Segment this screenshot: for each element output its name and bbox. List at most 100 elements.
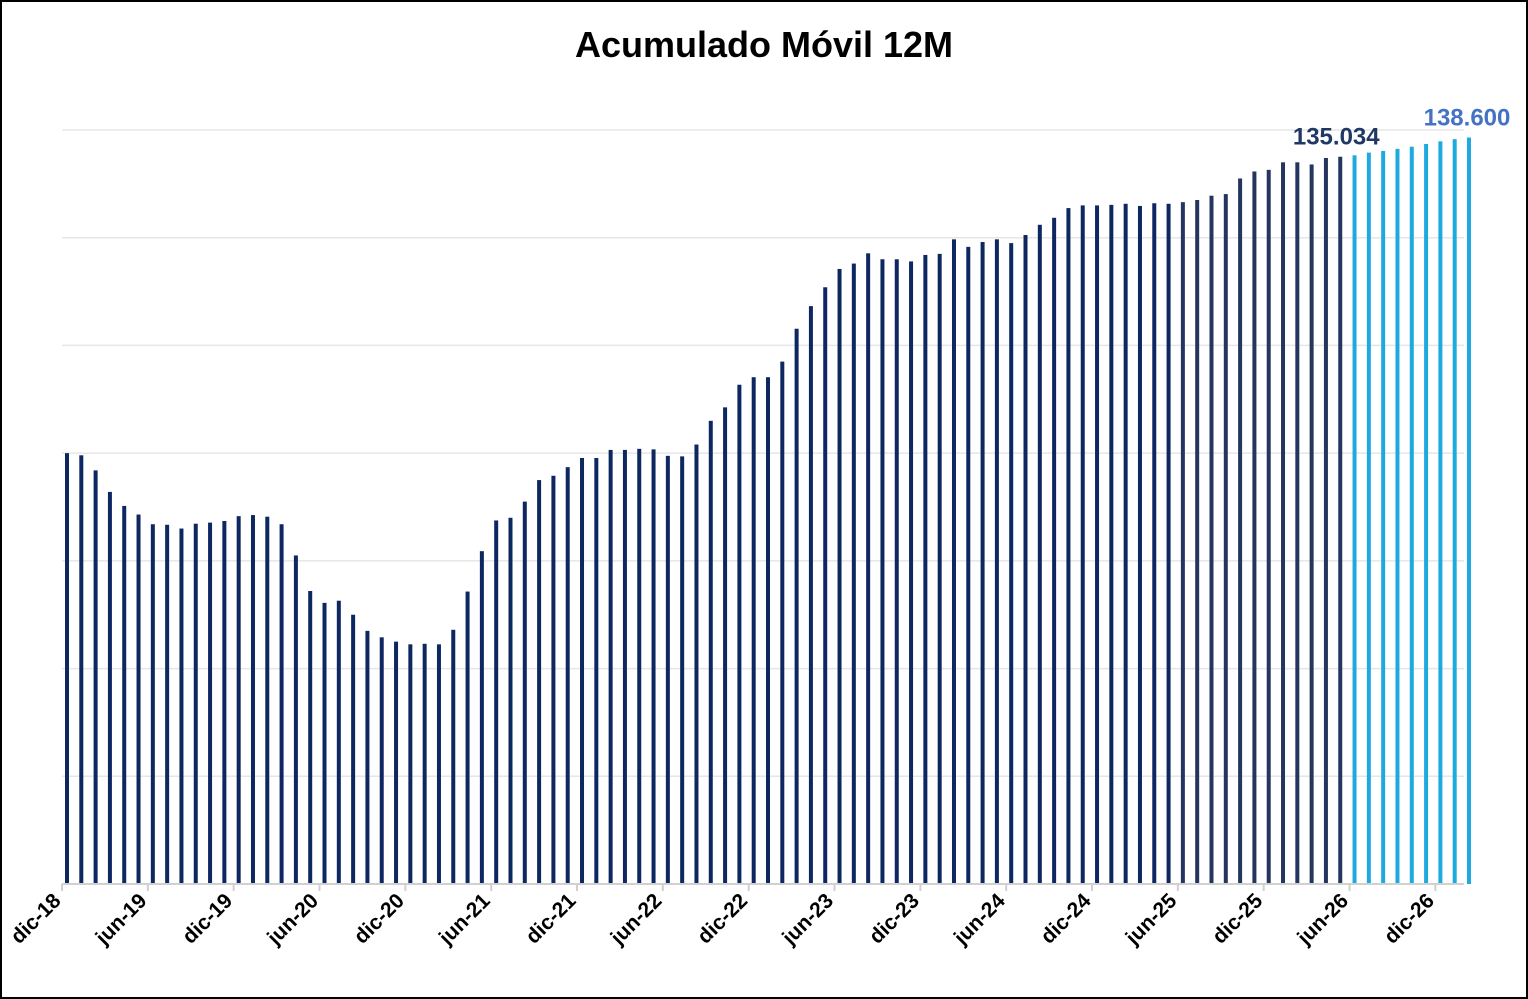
bar [1180, 202, 1185, 884]
bar [165, 524, 170, 884]
chart-title: Acumulado Móvil 12M [574, 24, 954, 65]
bar [894, 259, 899, 884]
bar [494, 520, 499, 884]
forecast-bar [1438, 141, 1443, 884]
bar [1123, 203, 1128, 884]
bar [236, 516, 241, 884]
bar [1238, 178, 1243, 884]
bar [208, 522, 213, 884]
bar [923, 254, 928, 884]
bar [909, 261, 914, 884]
forecast-bar [1467, 137, 1471, 885]
x-tick-label: jun-22 [606, 889, 667, 950]
bar [250, 515, 255, 884]
bar [594, 457, 599, 884]
x-tick-label: dic-25 [1208, 889, 1267, 948]
x-tick-label: jun-24 [949, 889, 1010, 950]
x-tick-label: jun-23 [777, 889, 838, 950]
forecast-bar [1395, 148, 1400, 885]
bar [1223, 194, 1228, 885]
bar [737, 384, 742, 884]
bar [479, 551, 484, 884]
forecast-bar [1366, 152, 1371, 884]
bar [222, 521, 227, 884]
bar [966, 246, 971, 884]
bar [1152, 203, 1157, 884]
bar [780, 361, 785, 885]
bar [1066, 208, 1071, 885]
forecast-bar [1381, 151, 1386, 885]
bar [193, 523, 198, 884]
bar [608, 449, 613, 884]
bar [365, 630, 370, 884]
bar [408, 644, 413, 884]
bar [680, 456, 685, 884]
bar [851, 263, 856, 885]
bar [1166, 203, 1171, 884]
bar [1137, 205, 1142, 884]
bar [1295, 162, 1300, 885]
bar [994, 239, 999, 884]
bar [465, 591, 470, 884]
bar [651, 449, 656, 884]
bar [179, 528, 184, 884]
bar [79, 455, 84, 884]
bar [1023, 235, 1028, 884]
bar [751, 377, 756, 884]
bar [322, 602, 327, 884]
bar [551, 475, 556, 884]
forecast-bar [1352, 155, 1357, 884]
x-tick-label: dic-26 [1380, 889, 1439, 948]
bar [1323, 158, 1328, 884]
bar [351, 614, 356, 884]
bar [866, 253, 871, 884]
bar [580, 457, 585, 884]
bar [565, 467, 570, 884]
bar [1109, 204, 1114, 884]
x-tick-label: jun-20 [262, 889, 323, 950]
bar [665, 455, 670, 884]
bar [1052, 217, 1057, 885]
x-tick-label: dic-18 [6, 889, 65, 948]
bar [93, 470, 98, 884]
bar [308, 591, 313, 884]
x-tick-label: jun-26 [1292, 889, 1353, 950]
bar [794, 328, 799, 884]
x-tick-label: dic-19 [178, 889, 237, 948]
bar [336, 600, 341, 884]
forecast-data-label: 138.600 [1424, 105, 1511, 132]
bar [1209, 195, 1214, 885]
bar [622, 449, 627, 884]
bar [1009, 243, 1014, 885]
bar [65, 453, 69, 884]
bar [279, 524, 284, 884]
bar [1266, 169, 1271, 885]
bar [422, 643, 427, 884]
forecast-bar [1452, 139, 1457, 885]
bar [723, 407, 728, 884]
bar [508, 517, 513, 884]
bar [150, 524, 155, 884]
bar [837, 268, 842, 884]
bar [436, 644, 441, 884]
bar [980, 242, 985, 885]
bar [1095, 205, 1100, 884]
bar [136, 514, 141, 884]
bar [537, 480, 542, 884]
x-tick-label: dic-20 [350, 889, 409, 948]
bar [1252, 171, 1257, 885]
bar [394, 641, 399, 884]
bar [823, 287, 828, 885]
bar [1281, 162, 1286, 885]
bar [637, 448, 642, 884]
x-tick-label: dic-22 [693, 889, 752, 948]
bar [379, 637, 384, 884]
bar [1037, 224, 1042, 884]
x-tick-label: dic-24 [1036, 889, 1095, 948]
bar [1195, 200, 1200, 884]
bar [766, 377, 770, 884]
bar [708, 420, 713, 884]
bar [880, 259, 885, 884]
